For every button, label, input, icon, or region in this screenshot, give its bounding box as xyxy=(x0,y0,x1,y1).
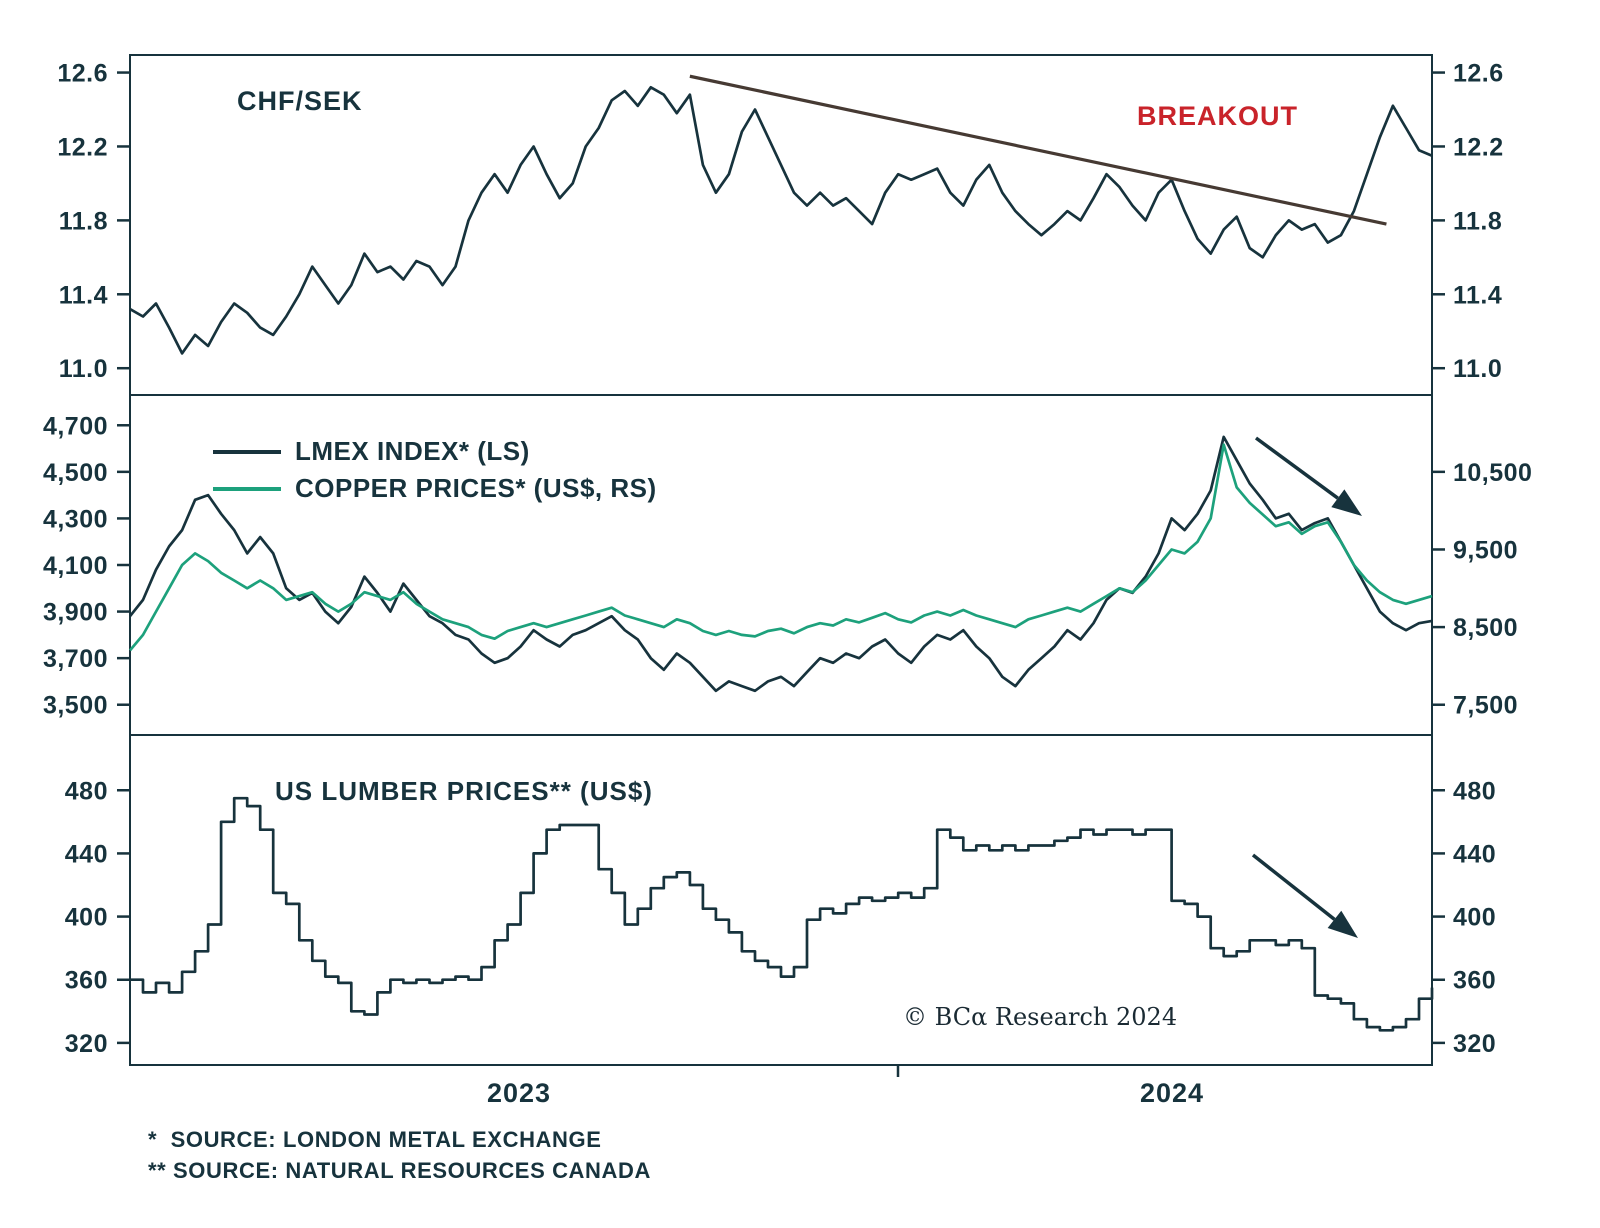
right-tick-label: 11.8 xyxy=(1453,207,1502,235)
left-tick-label: 4,500 xyxy=(43,459,108,487)
panel3-title: US LUMBER PRICES** (US$) xyxy=(275,776,653,806)
right-tick-label: 11.4 xyxy=(1453,281,1502,309)
legend-label-lmex: LMEX INDEX* (LS) xyxy=(295,436,530,466)
footnote-lme: * SOURCE: LONDON METAL EXCHANGE xyxy=(148,1127,602,1152)
right-tick-label: 320 xyxy=(1453,1030,1496,1058)
left-tick-label: 3,500 xyxy=(43,692,108,720)
left-tick-label: 4,100 xyxy=(43,552,108,580)
breakout-trendline xyxy=(689,74,1387,226)
left-tick-label: 3,900 xyxy=(43,599,108,627)
series-chf-sek xyxy=(129,85,1433,355)
x-axis-label-2023: 2023 xyxy=(487,1078,552,1108)
x-axis-label-2024: 2024 xyxy=(1140,1078,1205,1108)
right-tick-label: 12.6 xyxy=(1453,60,1504,88)
panel-metals: 3,500 3,700 3,900 4,100 4,300 4,500 4,700 7,500… xyxy=(43,394,1532,736)
series-us-lumber-prices-us- xyxy=(130,796,1434,1032)
panel-lumber: 320 360 400 440 480 320 360 400 440 480 xyxy=(65,734,1496,1066)
series-lmex-index-ls- xyxy=(128,435,1433,693)
right-tick-label: 360 xyxy=(1453,967,1496,995)
lmex-line-swatch xyxy=(213,449,281,454)
legend-item-lmex: LMEX INDEX* (LS) xyxy=(213,433,657,470)
right-tick-label: 400 xyxy=(1453,904,1496,932)
left-tick-label: 11.8 xyxy=(59,207,108,235)
right-tick-label: 10,500 xyxy=(1453,459,1532,487)
left-tick-label: 12.6 xyxy=(57,60,108,88)
left-tick-label: 12.2 xyxy=(57,133,108,161)
left-tick-label: 11.4 xyxy=(59,281,108,309)
legend-label-copper: COPPER PRICES* (US$, RS) xyxy=(295,473,657,503)
legend: LMEX INDEX* (LS) COPPER PRICES* (US$, RS… xyxy=(213,433,657,507)
right-tick-label: 11.0 xyxy=(1453,355,1502,383)
right-tick-label: 440 xyxy=(1453,840,1496,868)
left-tick-label: 320 xyxy=(65,1030,108,1058)
legend-item-copper: COPPER PRICES* (US$, RS) xyxy=(213,470,657,507)
copper-line-swatch xyxy=(213,486,281,491)
panel1-title: CHF/SEK xyxy=(237,86,363,116)
left-tick-label: 440 xyxy=(65,840,108,868)
left-tick-label: 3,700 xyxy=(43,645,108,673)
left-tick-label: 4,300 xyxy=(43,505,108,533)
left-tick-label: 4,700 xyxy=(43,412,108,440)
right-tick-label: 8,500 xyxy=(1453,614,1518,642)
left-tick-label: 360 xyxy=(65,967,108,995)
right-tick-label: 12.2 xyxy=(1453,133,1504,161)
right-tick-label: 480 xyxy=(1453,777,1496,805)
breakout-annotation: BREAKOUT xyxy=(1137,101,1298,131)
footnotes: * SOURCE: LONDON METAL EXCHANGE ** SOURC… xyxy=(148,1124,651,1186)
panel-chf-sek: 11.0 11.4 11.8 12.2 12.6 11.0 11.4 11.8 12.2 12.6 xyxy=(57,54,1504,396)
right-tick-label: 9,500 xyxy=(1453,536,1518,564)
copyright: © BCα Research 2024 xyxy=(903,1003,1178,1031)
right-tick-label: 7,500 xyxy=(1453,692,1518,720)
left-tick-label: 400 xyxy=(65,904,108,932)
footnote-nrc: ** SOURCE: NATURAL RESOURCES CANADA xyxy=(148,1158,651,1183)
left-tick-label: 480 xyxy=(65,777,108,805)
series-copper-prices-us-rs- xyxy=(128,443,1433,652)
left-tick-label: 11.0 xyxy=(59,355,108,383)
